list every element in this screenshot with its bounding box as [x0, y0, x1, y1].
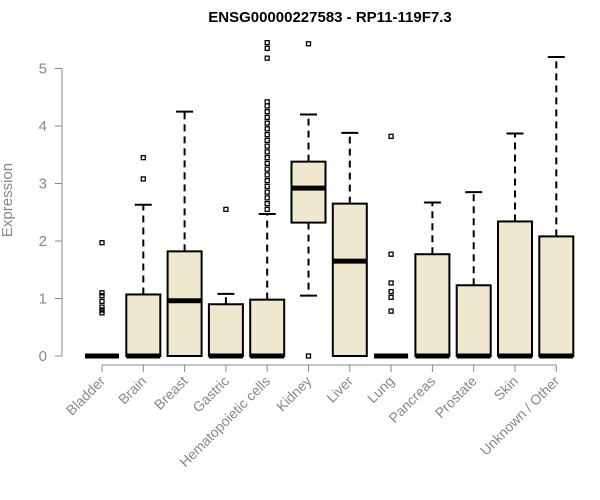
box-breast: [166, 110, 203, 358]
outlier-point: [264, 126, 270, 132]
outlier-point: [264, 143, 270, 149]
outlier-point: [264, 99, 270, 105]
outlier-point: [264, 120, 270, 126]
outlier-point: [99, 298, 105, 305]
y-axis-label: Expression: [0, 163, 16, 237]
outlier-point: [264, 149, 270, 155]
box-body: [249, 298, 286, 357]
outlier-point: [264, 160, 270, 167]
outlier-point: [388, 294, 394, 301]
y-tick-label: 0: [39, 348, 47, 365]
box-body: [166, 250, 203, 358]
box-body: [290, 160, 327, 224]
y-tick-label: 1: [39, 291, 47, 308]
outlier-point: [264, 108, 270, 115]
outlier-point: [264, 166, 270, 172]
box-body: [207, 303, 244, 357]
x-tick-label: Liver: [323, 373, 356, 406]
outlier-point: [305, 41, 312, 47]
outlier-point: [99, 310, 105, 316]
x-tick-label: Skin: [491, 373, 522, 404]
outlier-point: [99, 307, 105, 313]
outlier-point: [264, 177, 270, 184]
outlier-point: [140, 154, 146, 161]
box-body: [497, 220, 533, 357]
box-body: [538, 235, 575, 357]
outlier-point: [99, 240, 105, 246]
box-hematopoietic-cells: [249, 39, 286, 359]
box-liver: [331, 131, 368, 357]
plot-area: [85, 39, 575, 359]
outlier-point: [264, 206, 270, 213]
outlier-point: [264, 39, 270, 46]
chart-title: ENSG00000227583 - RP11-119F7.3: [208, 9, 452, 26]
box-unknown-other: [538, 56, 575, 359]
outlier-point: [388, 251, 394, 257]
outlier-point: [264, 114, 270, 121]
box-body: [455, 284, 492, 357]
box-lung: [374, 133, 409, 359]
x-tick-label: Brain: [115, 373, 149, 407]
x-tick-label: Kidney: [273, 373, 315, 415]
outlier-point: [264, 45, 270, 52]
box-pancreas: [414, 201, 451, 359]
outlier-point: [99, 290, 105, 296]
outlier-point: [99, 304, 105, 310]
outlier-point: [264, 131, 270, 138]
box-gastric: [207, 206, 244, 359]
box-bladder: [85, 240, 119, 359]
outlier-point: [223, 206, 229, 213]
outlier-point: [264, 154, 270, 161]
box-kidney: [290, 41, 327, 359]
outlier-point: [388, 308, 394, 314]
y-tick-label: 3: [39, 176, 47, 193]
outlier-point: [388, 280, 394, 286]
box-skin: [497, 132, 533, 359]
outlier-point: [264, 55, 270, 61]
outlier-point: [99, 292, 105, 299]
x-tick-label: Lung: [364, 373, 397, 406]
x-tick-label: Prostate: [432, 373, 480, 421]
outlier-point: [140, 176, 146, 182]
y-axis: 0 1 2 3 4 5: [39, 61, 63, 365]
outlier-point: [264, 183, 270, 190]
x-tick-label: Breast: [151, 373, 191, 413]
x-tick-label: Bladder: [63, 373, 109, 419]
box-body: [331, 202, 368, 357]
y-tick-label: 2: [39, 233, 47, 250]
box-prostate: [455, 191, 492, 359]
outlier-point: [264, 189, 270, 195]
outlier-point: [264, 172, 270, 178]
outlier-point: [388, 288, 394, 295]
y-tick-label: 4: [39, 118, 47, 135]
box-body: [125, 293, 162, 358]
box-brain: [125, 154, 162, 359]
outlier-point: [264, 137, 270, 144]
outlier-point: [305, 353, 312, 359]
box-body: [414, 253, 451, 358]
outlier-point: [264, 200, 270, 207]
outlier-point: [264, 195, 270, 201]
outlier-point: [388, 133, 394, 140]
y-tick-label: 5: [39, 61, 47, 78]
